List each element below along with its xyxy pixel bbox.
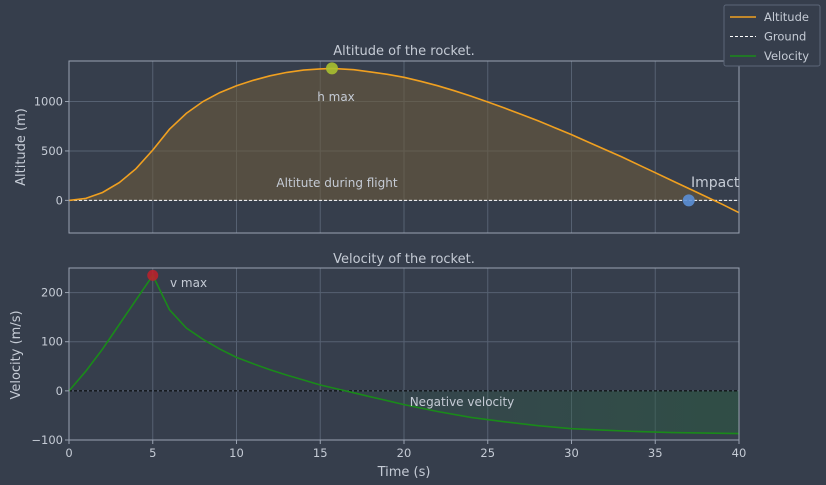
altitude-y-tick-label: 0 bbox=[56, 193, 63, 207]
velocity-title: Velocity of the rocket. bbox=[333, 252, 475, 267]
altitude-y-ticks: 0 500 1000 bbox=[34, 95, 69, 207]
velocity-y-tick-label: 100 bbox=[41, 335, 63, 349]
legend: Altitude Ground Velocity bbox=[723, 4, 821, 67]
velocity-y-tick-label: 200 bbox=[41, 286, 63, 300]
h-max-marker bbox=[325, 62, 338, 75]
x-tick-label: 20 bbox=[397, 446, 412, 460]
x-tick-label: 30 bbox=[564, 446, 579, 460]
altitude-y-tick-label: 500 bbox=[41, 144, 63, 158]
x-tick-label: 10 bbox=[229, 446, 244, 460]
altitude-frame bbox=[68, 60, 740, 234]
velocity-x-ticks: 0 5 10 15 20 25 30 35 40 bbox=[65, 440, 746, 460]
negative-velocity-label: Negative velocity bbox=[410, 395, 515, 409]
velocity-y-tick-label: 0 bbox=[56, 384, 63, 398]
altitude-area-fill bbox=[69, 68, 714, 201]
v-max-marker bbox=[147, 269, 159, 281]
velocity-y-tick-label: −100 bbox=[31, 433, 63, 447]
h-max-label: h max bbox=[317, 90, 355, 104]
altitude-title: Altitude of the rocket. bbox=[333, 44, 475, 59]
time-xlabel: Time (s) bbox=[377, 465, 431, 480]
impact-label: Impact bbox=[691, 175, 740, 191]
impact-marker bbox=[682, 194, 695, 207]
altitude-panel: 0 500 1000 Altitude of the rocket. Altitud… bbox=[14, 44, 740, 234]
legend-box bbox=[723, 4, 821, 67]
velocity-y-ticks: −100 0 100 200 bbox=[31, 286, 69, 447]
altitude-during-flight-label: Altitute during flight bbox=[276, 176, 397, 190]
altitude-line bbox=[68, 67, 740, 214]
altitude-y-tick-label: 1000 bbox=[34, 95, 63, 109]
velocity-ylabel: Velocity (m/s) bbox=[9, 310, 24, 399]
x-tick-label: 35 bbox=[648, 446, 663, 460]
v-max-label: v max bbox=[170, 276, 207, 290]
negative-velocity-fill bbox=[345, 390, 739, 434]
legend-entries: Altitude Ground Velocity bbox=[730, 10, 809, 63]
altitude-ylabel: Altitude (m) bbox=[14, 108, 29, 186]
x-tick-label: 25 bbox=[480, 446, 495, 460]
legend-label-ground: Ground bbox=[764, 30, 806, 44]
legend-label-altitude: Altitude bbox=[764, 10, 809, 24]
legend-label-velocity: Velocity bbox=[764, 49, 809, 63]
x-tick-label: 15 bbox=[313, 446, 328, 460]
x-tick-label: 5 bbox=[149, 446, 156, 460]
x-tick-label: 0 bbox=[65, 446, 72, 460]
x-tick-label: 40 bbox=[732, 446, 747, 460]
